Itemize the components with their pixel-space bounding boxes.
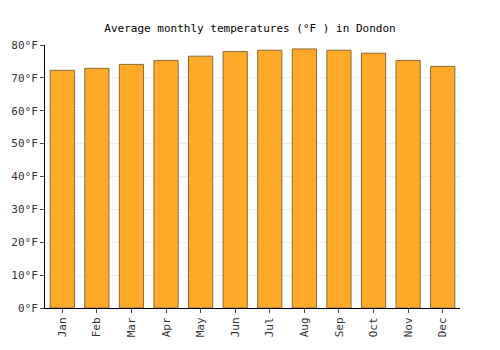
svg-text:Jun: Jun [229, 317, 242, 337]
svg-text:0°F: 0°F [18, 302, 38, 315]
svg-text:10°F: 10°F [11, 269, 38, 282]
svg-text:Sep: Sep [333, 317, 346, 337]
svg-text:Nov: Nov [402, 317, 415, 337]
svg-text:Feb: Feb [90, 317, 103, 337]
svg-text:60°F: 60°F [11, 105, 38, 118]
svg-text:70°F: 70°F [11, 72, 38, 85]
svg-text:Dec: Dec [436, 317, 449, 337]
svg-text:30°F: 30°F [11, 203, 38, 216]
svg-text:Average monthly temperatures (: Average monthly temperatures (°F ) in Do… [104, 22, 395, 35]
svg-text:May: May [194, 317, 207, 337]
svg-text:Apr: Apr [160, 317, 173, 337]
svg-text:80°F: 80°F [11, 39, 38, 52]
svg-text:20°F: 20°F [11, 236, 38, 249]
svg-text:Oct: Oct [367, 317, 380, 337]
svg-text:50°F: 50°F [11, 137, 38, 150]
svg-text:Jul: Jul [263, 317, 276, 337]
svg-text:Aug: Aug [298, 317, 311, 337]
svg-text:Mar: Mar [125, 317, 138, 337]
svg-text:40°F: 40°F [11, 170, 38, 183]
svg-text:Jan: Jan [56, 317, 69, 337]
